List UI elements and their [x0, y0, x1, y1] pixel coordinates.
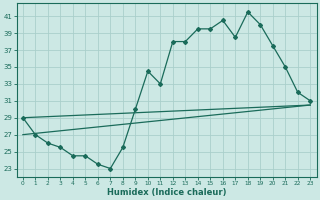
X-axis label: Humidex (Indice chaleur): Humidex (Indice chaleur) — [107, 188, 226, 197]
